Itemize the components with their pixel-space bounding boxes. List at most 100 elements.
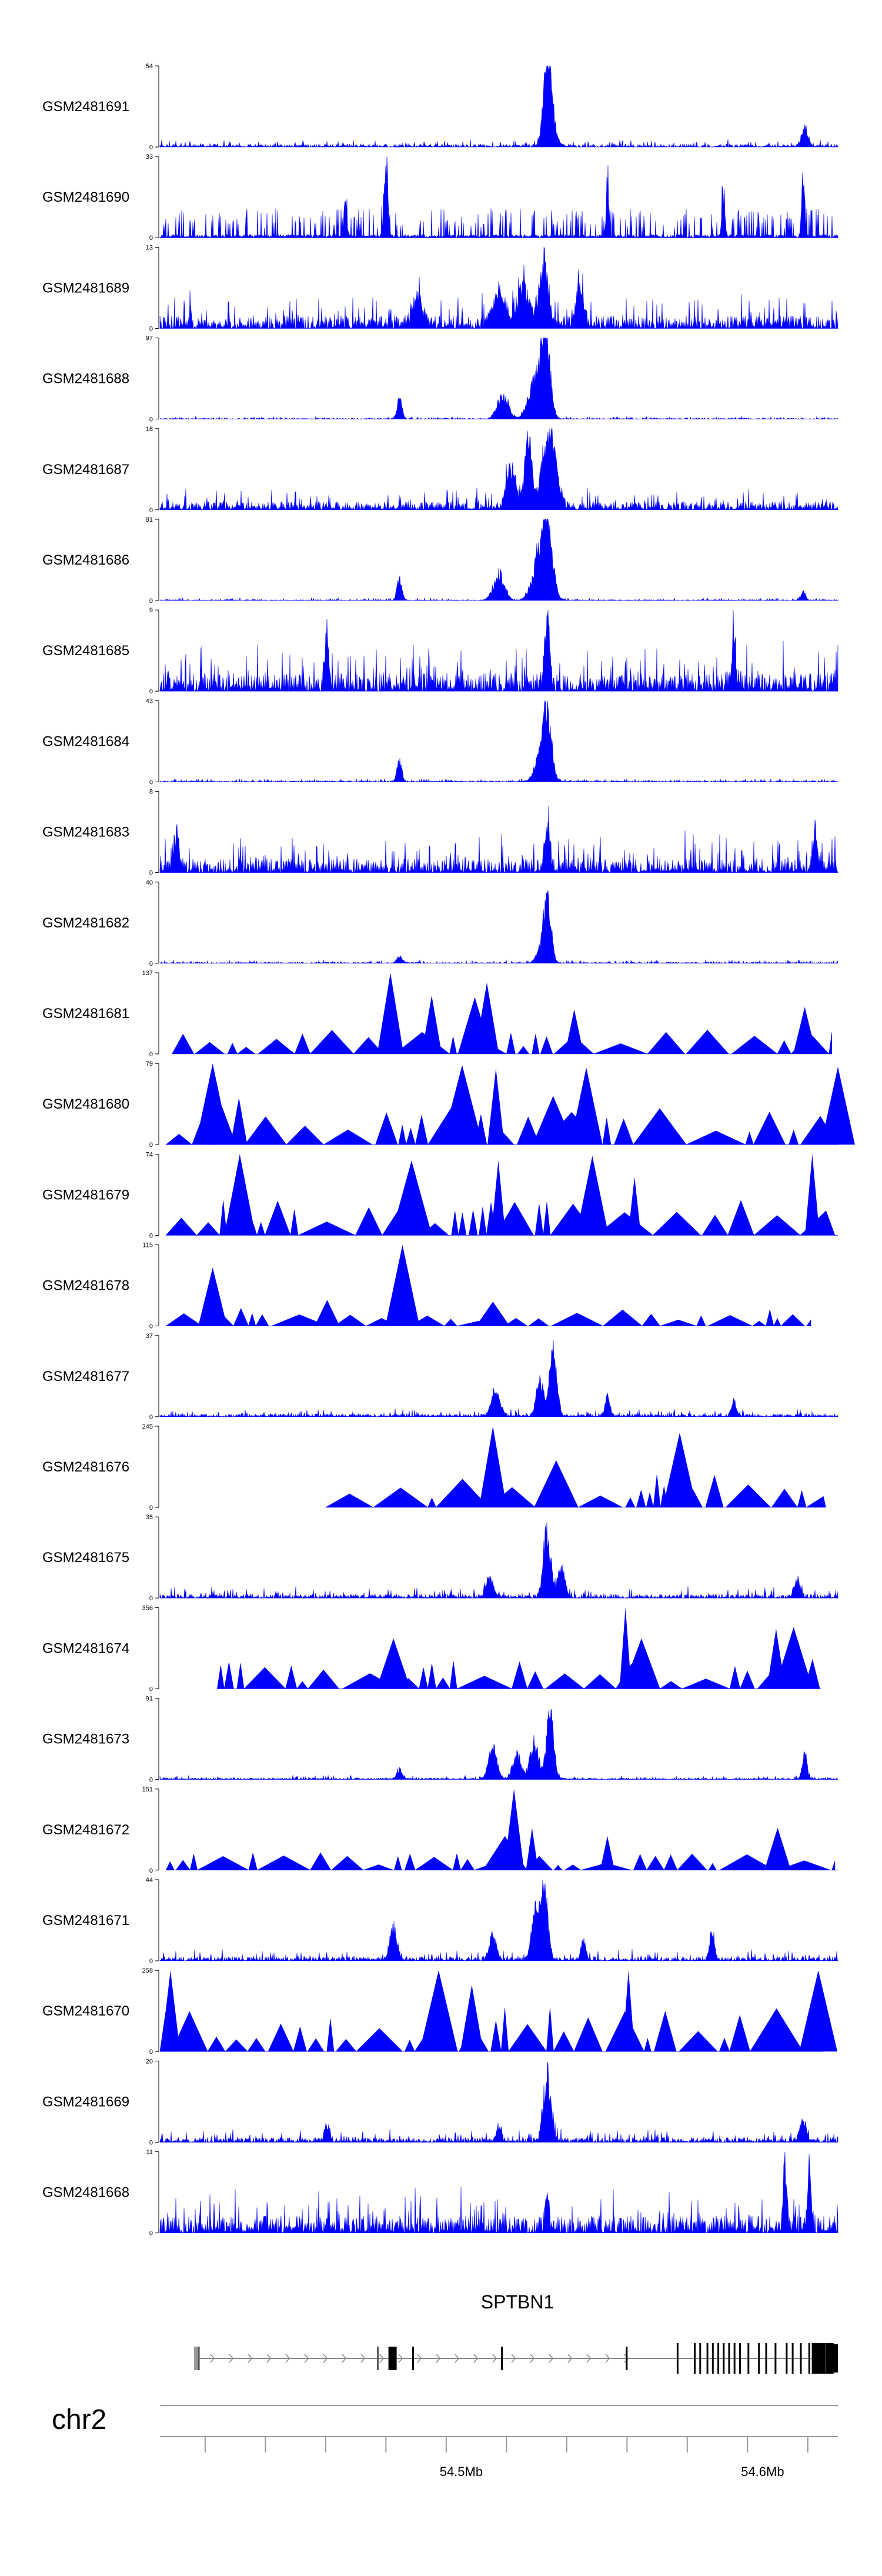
strand-chevron-icon [398,2354,403,2363]
y-axis-min-label: 0 [149,2230,153,2237]
coverage-spike-2 [457,997,492,1054]
y-axis-min-label: 0 [149,1232,153,1239]
gene-exon [501,2347,503,2370]
gene-exon-last [830,2344,838,2373]
track-GSM2481670: GSM2481670 258 0 [42,1967,838,2056]
y-axis-min-label: 0 [149,1323,153,1330]
y-axis-max-label: 18 [146,426,153,433]
gene-exon [774,2343,777,2374]
coverage-area [159,519,838,601]
track-GSM2481687: GSM2481687 18 0 [42,426,838,514]
y-axis-max-label: 40 [146,879,153,886]
coverage-spike-2 [774,1627,813,1689]
gene-exon [377,2347,379,2370]
strand-chevron-icon [605,2354,610,2363]
track-GSM2481675: GSM2481675 35 0 [42,1514,838,1602]
track-GSM2481682: GSM2481682 40 0 [42,879,838,967]
y-axis-max-label: 13 [146,244,153,251]
gene-exon [808,2343,810,2374]
strand-chevron-icon [342,2354,347,2363]
track-label: GSM2481674 [42,1640,129,1656]
track-label: GSM2481685 [42,643,129,659]
coverage-spike-1 [419,1970,458,2052]
coverage-spike-3 [600,1836,615,1870]
y-axis-min-label: 0 [149,1142,153,1149]
track-label: GSM2481669 [42,2094,129,2110]
chromosome-label: chr2 [52,2404,106,2435]
y-axis-max-label: 54 [146,63,153,70]
coverage-spike-5 [422,995,442,1054]
track-label: GSM2481672 [42,1822,129,1838]
coverage-spike-1 [663,1433,697,1507]
coverage-spike-4 [622,1970,635,2052]
coverage-spike-3 [460,1985,483,2052]
track-GSM2481673: GSM2481673 91 0 [42,1696,838,1784]
y-axis-max-label: 44 [146,1877,153,1884]
gene-exon [388,2347,397,2370]
coverage-area [159,2151,838,2234]
y-axis-min-label: 0 [149,416,153,423]
coverage-spike-2 [442,1065,483,1145]
coverage-spike-3 [376,1638,411,1689]
y-axis-max-label: 43 [146,698,153,705]
strand-chevron-icon [586,2354,592,2363]
track-GSM2481676: GSM2481676 245 0 [42,1423,826,1511]
chromosome-axis-track: chr2 54.5Mb 54.6Mb [52,2404,838,2479]
coverage-area [159,2008,823,2053]
y-axis-max-label: 81 [146,516,153,523]
gene-exon [694,2343,696,2374]
track-GSM2481669: GSM2481669 20 0 [42,2058,838,2146]
gene-exon [800,2343,802,2374]
track-label: GSM2481676 [42,1459,129,1475]
y-axis-min-label: 0 [149,688,153,695]
strand-chevron-icon [530,2354,535,2363]
gene-exon [728,2343,730,2374]
gene-exon [733,2343,736,2374]
gene-exon [765,2343,767,2374]
coverage-area [159,156,838,239]
coverage-spike-2 [315,1300,340,1326]
gene-name-label: SPTBN1 [481,2291,554,2313]
y-axis-max-label: 35 [146,1514,153,1521]
y-axis-max-label: 258 [142,1967,153,1974]
coverage-area [159,246,838,329]
y-axis-min-label: 0 [149,507,153,514]
y-axis-min-label: 0 [149,325,153,332]
gene-exon [717,2343,720,2374]
track-GSM2481671: GSM2481671 44 0 [42,1877,838,1965]
coverage-area [159,890,838,964]
y-axis-max-label: 33 [146,154,153,161]
coverage-spike-3 [476,1302,510,1326]
coverage-area [217,1659,821,1690]
track-label: GSM2481681 [42,1006,129,1022]
y-axis-min-label: 0 [149,598,153,605]
track-GSM2481668: GSM2481668 11 0 [42,2149,838,2237]
y-axis-max-label: 8 [149,789,153,796]
y-axis-min-label: 0 [149,1414,153,1421]
strand-chevron-icon [304,2354,309,2363]
y-axis-min-label: 0 [149,1958,153,1965]
track-label: GSM2481683 [42,825,129,840]
strand-chevron-icon [436,2354,441,2363]
y-axis-min-label: 0 [149,1867,153,1874]
coverage-spike-3 [805,1154,820,1236]
coverage-spike-3 [487,1068,505,1145]
y-axis-max-label: 137 [142,970,153,977]
y-axis-min-label: 0 [149,779,153,786]
track-GSM2481681: GSM2481681 137 0 [42,970,833,1058]
gene-exon [626,2347,628,2370]
coverage-spike-2 [534,1460,579,1507]
strand-chevron-icon [248,2354,253,2363]
y-axis-max-label: 115 [142,1242,153,1249]
strand-chevron-icon [266,2354,272,2363]
coverage-area [159,1340,838,1417]
y-axis-max-label: 91 [146,1696,153,1703]
track-label: GSM2481668 [42,2185,129,2201]
track-label: GSM2481670 [42,2003,129,2019]
y-axis-max-label: 79 [146,1060,153,1067]
track-GSM2481685: GSM2481685 9 0 [42,607,838,695]
coverage-spike-0 [619,1607,632,1689]
strand-chevron-icon [379,2354,385,2363]
strand-chevron-icon [567,2354,573,2363]
